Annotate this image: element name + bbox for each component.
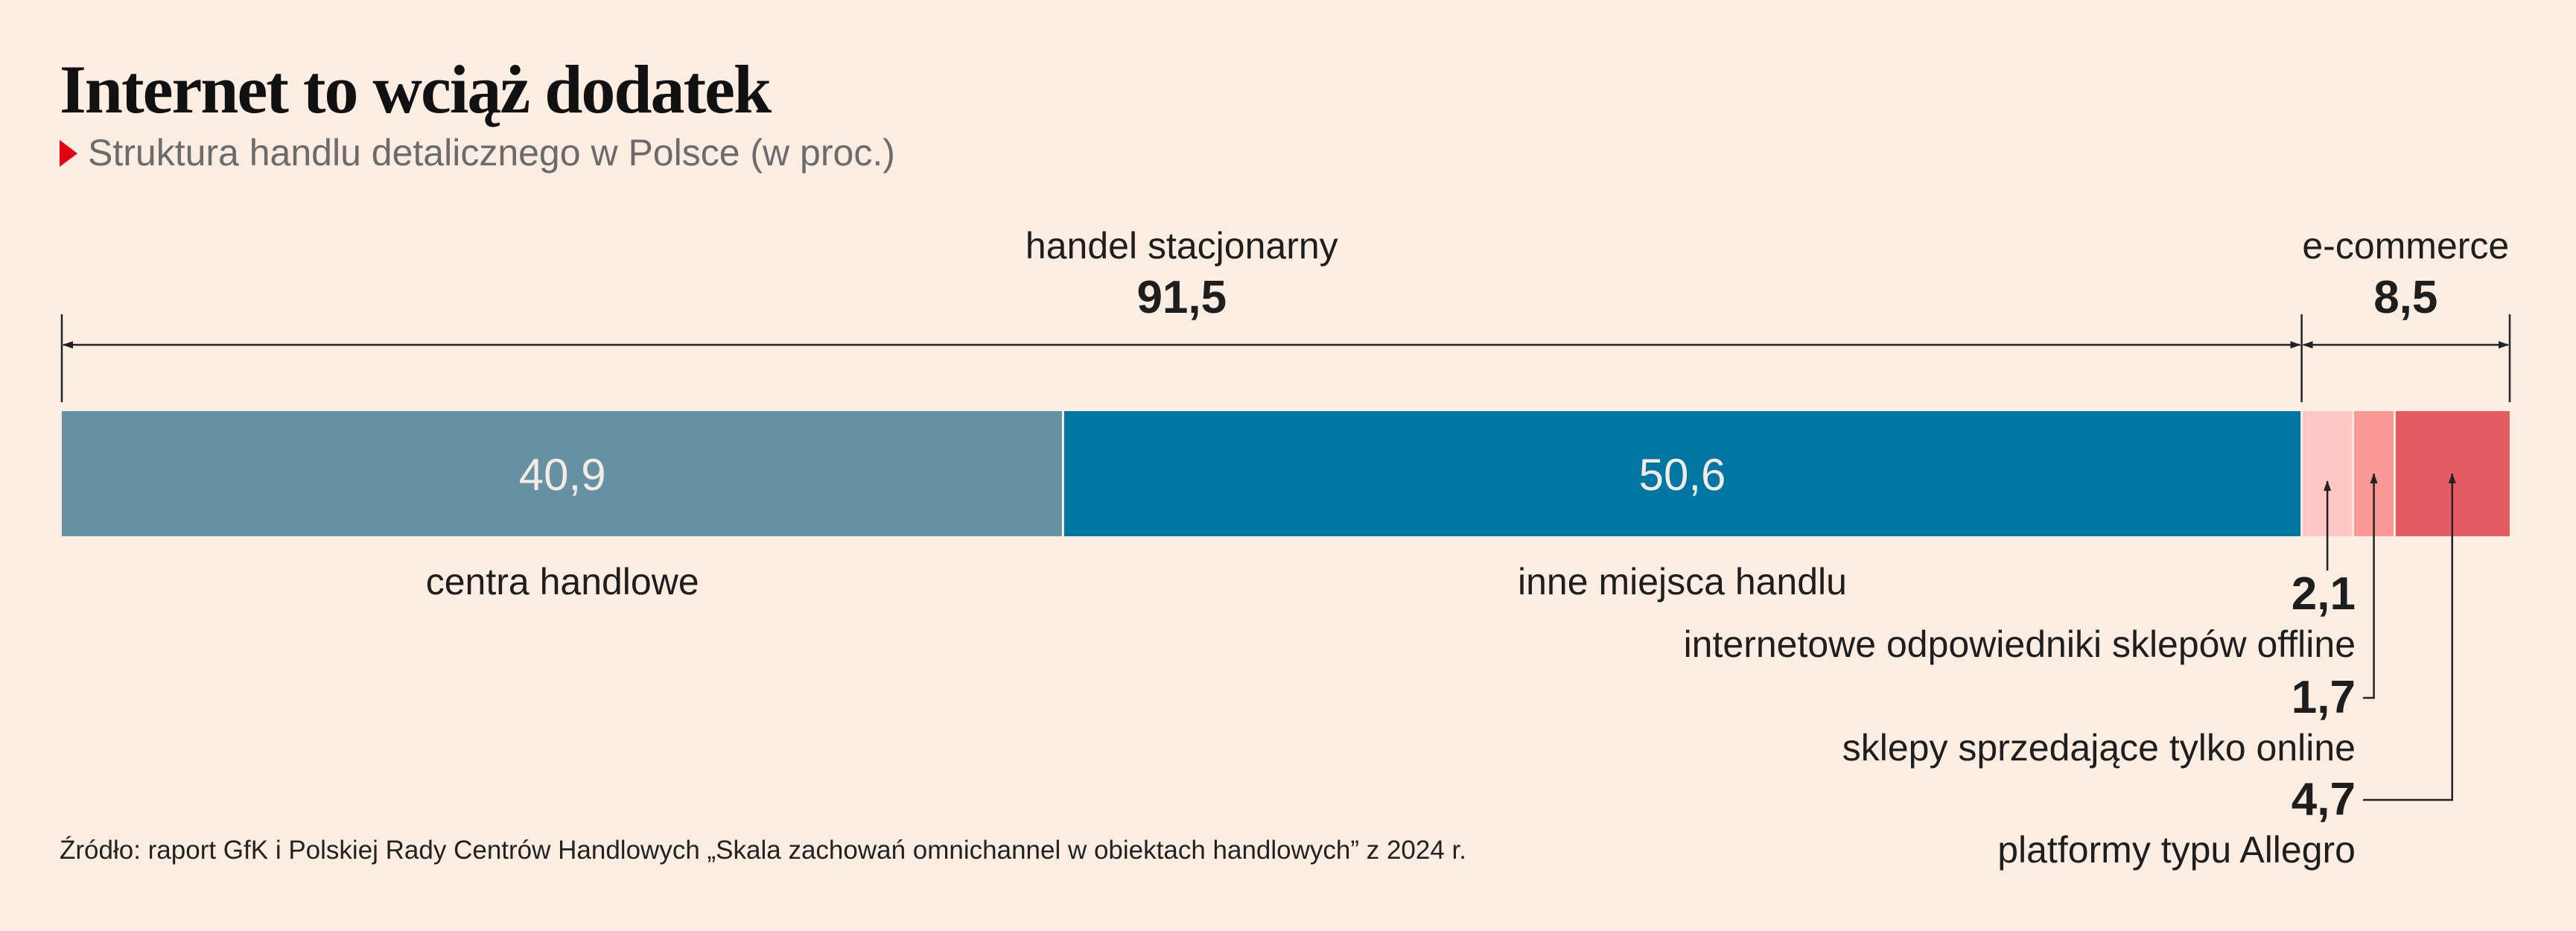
callout-label-3: platformy typu Allegro: [1997, 829, 2356, 871]
group-value-stationary: 91,5: [1136, 272, 1227, 323]
callout-label-2: sklepy sprzedające tylko online: [1842, 727, 2356, 769]
bar-label-2: inne miejsca handlu: [1518, 561, 1847, 603]
bar-value-1: 40,9: [519, 450, 606, 500]
callout-arrow-2: [2363, 473, 2378, 699]
bar-value-2: 50,6: [1639, 450, 1726, 500]
group-value-ecommerce: 8,5: [2373, 272, 2437, 323]
callout-arrow-3: [2363, 473, 2456, 801]
chart-subtitle: Struktura handlu detalicznego w Polsce (…: [88, 132, 895, 174]
callout-value-2: 1,7: [2292, 672, 2356, 723]
chart-subtitle-row: Struktura handlu detalicznego w Polsce (…: [60, 133, 895, 174]
group-label-ecommerce: e-commerce: [2302, 225, 2509, 267]
group-label-stationary: handel stacjonarny: [1025, 225, 1338, 267]
triangle-marker-icon: [60, 139, 77, 167]
source-note: Źródło: raport GfK i Polskiej Rady Centr…: [60, 836, 1466, 865]
bar-segment-1: [62, 411, 1063, 536]
bar-segment-2: [1063, 411, 2302, 536]
callout-value-3: 4,7: [2292, 774, 2356, 825]
chart-title: Internet to wciąż dodatek: [60, 51, 772, 127]
bar-label-1: centra handlowe: [426, 561, 699, 603]
callout-value-1: 2,1: [2292, 568, 2356, 620]
callout-label-1: internetowe odpowiedniki sklepów offline: [1684, 623, 2356, 665]
